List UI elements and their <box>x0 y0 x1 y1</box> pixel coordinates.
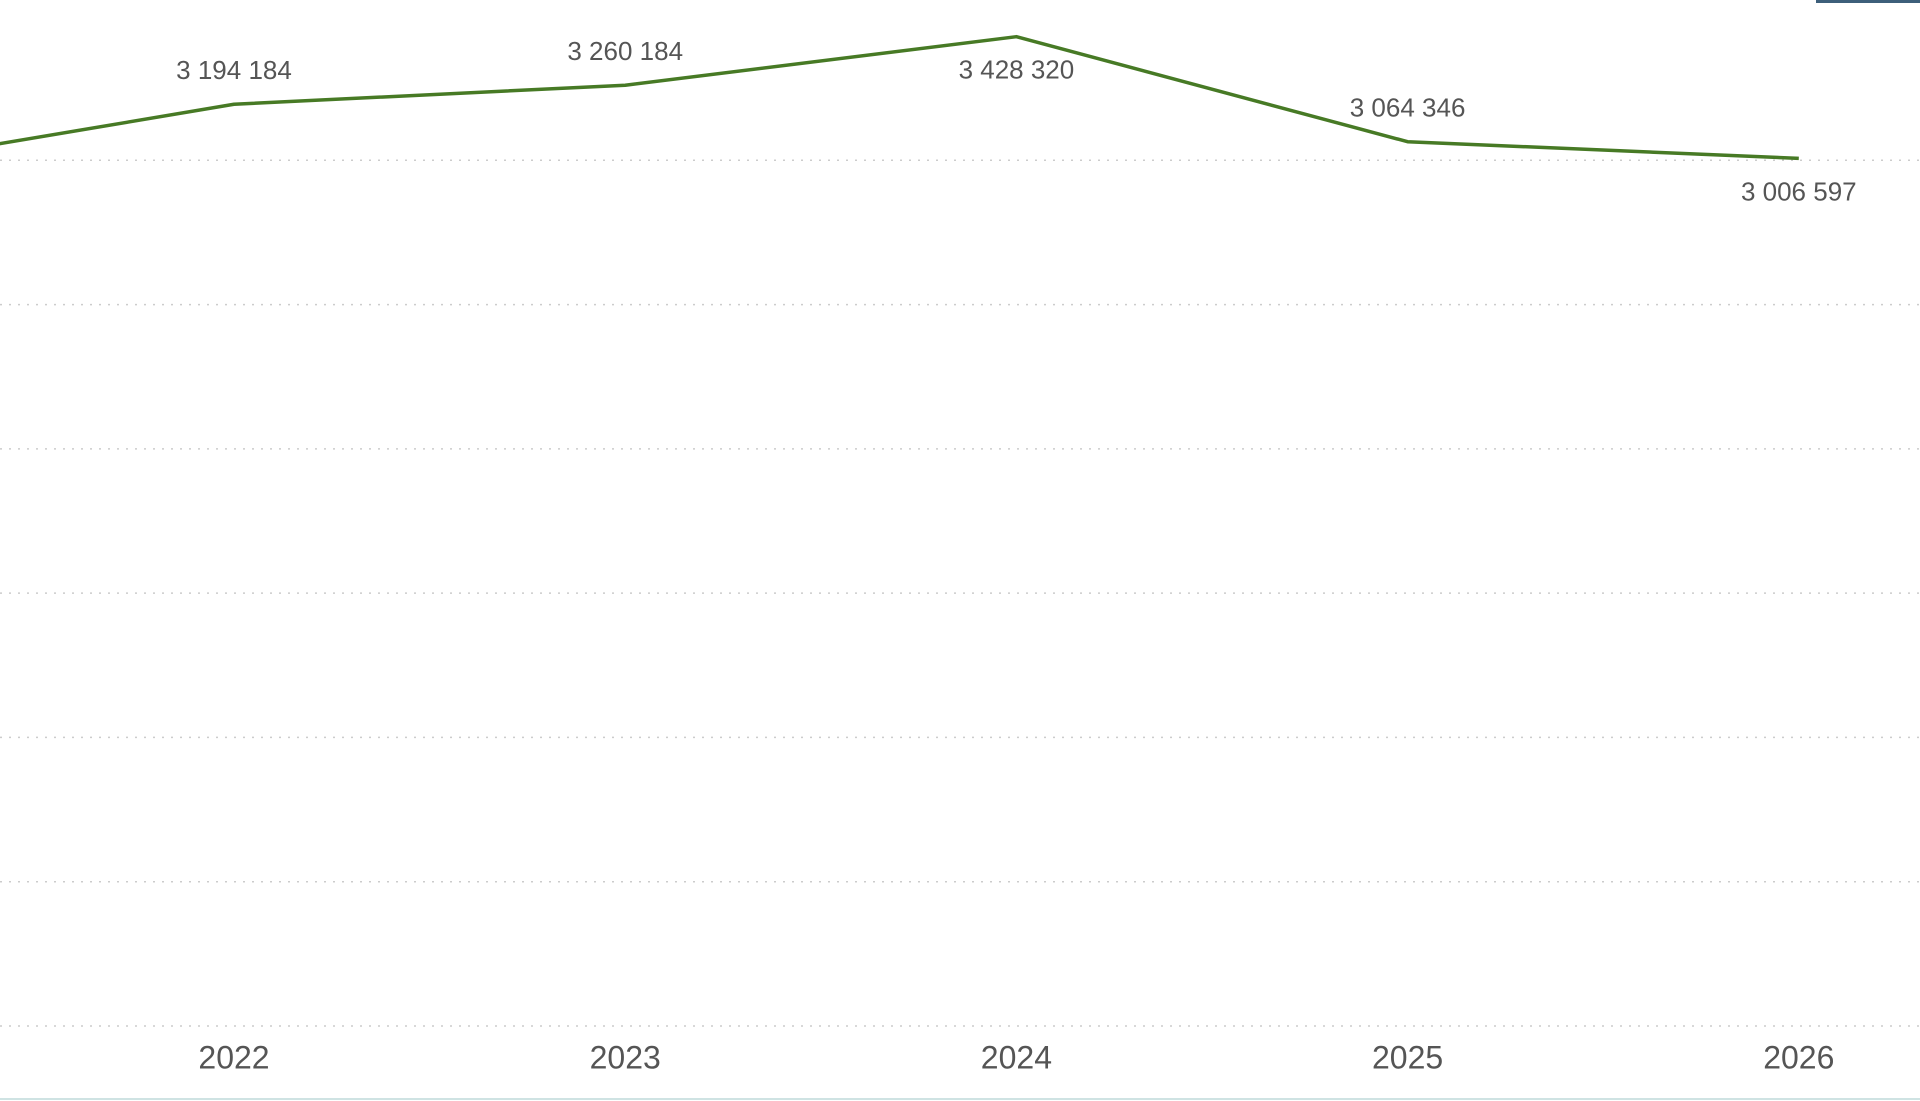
top-bar <box>1816 0 1920 3</box>
x-tick-label: 2026 <box>1763 1039 1834 1075</box>
data-label: 3 194 184 <box>176 55 292 85</box>
x-tick-label: 2024 <box>981 1039 1052 1075</box>
data-label: 3 064 346 <box>1350 93 1466 123</box>
x-tick-label: 2025 <box>1372 1039 1443 1075</box>
series-line <box>0 34 1799 161</box>
data-label: 3 006 597 <box>1741 176 1857 206</box>
data-label: 3 428 320 <box>959 55 1075 85</box>
data-label: 3 260 184 <box>567 36 683 66</box>
x-tick-label: 2023 <box>590 1039 661 1075</box>
x-tick-label: 2022 <box>198 1039 269 1075</box>
